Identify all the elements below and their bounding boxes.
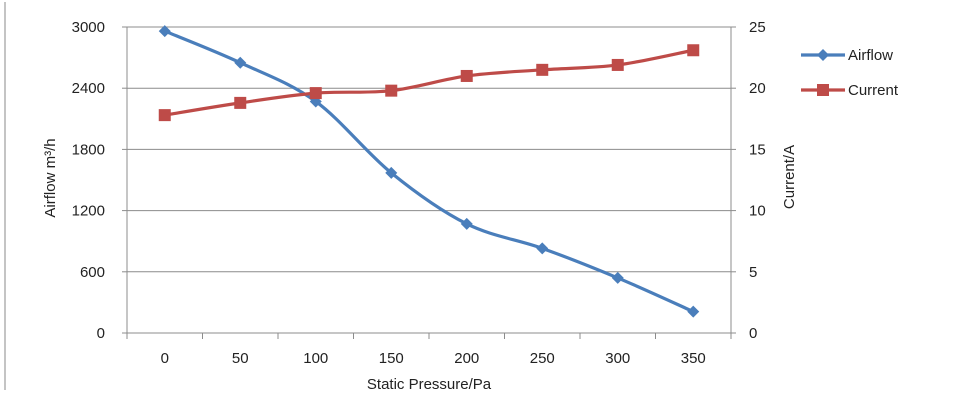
y-tick-label-left: 600 bbox=[80, 264, 105, 281]
data-point-airflow bbox=[460, 217, 473, 230]
x-axis-title: Static Pressure/Pa bbox=[367, 376, 492, 393]
y-tick-label-left: 0 bbox=[97, 325, 105, 342]
data-point-airflow bbox=[158, 25, 171, 38]
data-point-current bbox=[309, 87, 322, 100]
series-line-current bbox=[164, 48, 694, 117]
data-point-current bbox=[158, 109, 171, 122]
data-point-current bbox=[611, 58, 624, 71]
x-tick-label: 300 bbox=[605, 350, 630, 367]
data-point-current bbox=[460, 69, 473, 82]
y-tick-label-left: 1800 bbox=[72, 141, 105, 158]
x-tick-label: 250 bbox=[530, 350, 555, 367]
axes bbox=[4, 2, 736, 390]
data-point-current bbox=[385, 84, 398, 97]
data-point-current bbox=[234, 96, 247, 109]
data-point-airflow bbox=[687, 305, 700, 318]
y-tick-label-left: 3000 bbox=[72, 19, 105, 36]
data-point-current bbox=[687, 44, 700, 57]
legend-marker-airflow bbox=[817, 49, 829, 61]
x-tick-label: 50 bbox=[232, 350, 249, 367]
y-axis-title-left: Airflow m³/h bbox=[42, 138, 59, 217]
x-tick-label: 200 bbox=[454, 350, 479, 367]
data-point-airflow bbox=[385, 166, 398, 179]
y-tick-label-right: 25 bbox=[749, 19, 766, 36]
y-tick-label-right: 10 bbox=[749, 203, 766, 220]
data-point-airflow bbox=[234, 56, 247, 69]
x-tick-label: 350 bbox=[681, 350, 706, 367]
legend-label-current: Current bbox=[848, 82, 899, 99]
legend-label-airflow: Airflow bbox=[848, 47, 893, 64]
y-tick-label-right: 5 bbox=[749, 264, 757, 281]
data-point-current bbox=[536, 63, 549, 76]
x-tick-label: 150 bbox=[379, 350, 404, 367]
data-point-airflow bbox=[536, 242, 549, 255]
y-tick-label-right: 20 bbox=[749, 80, 766, 97]
y-tick-label-left: 2400 bbox=[72, 80, 105, 97]
series-layer bbox=[158, 25, 700, 318]
data-point-airflow bbox=[611, 271, 624, 284]
legend-marker-current bbox=[817, 84, 829, 96]
x-tick-label: 100 bbox=[303, 350, 328, 367]
y-tick-label-right: 15 bbox=[749, 141, 766, 158]
y-axis-title-right: Current/A bbox=[781, 145, 798, 209]
y-tick-label-left: 1200 bbox=[72, 203, 105, 220]
series-line-airflow bbox=[164, 29, 694, 314]
x-tick-label: 0 bbox=[161, 350, 169, 367]
y-tick-label-right: 0 bbox=[749, 325, 757, 342]
legend: Airflow Current bbox=[801, 47, 899, 99]
